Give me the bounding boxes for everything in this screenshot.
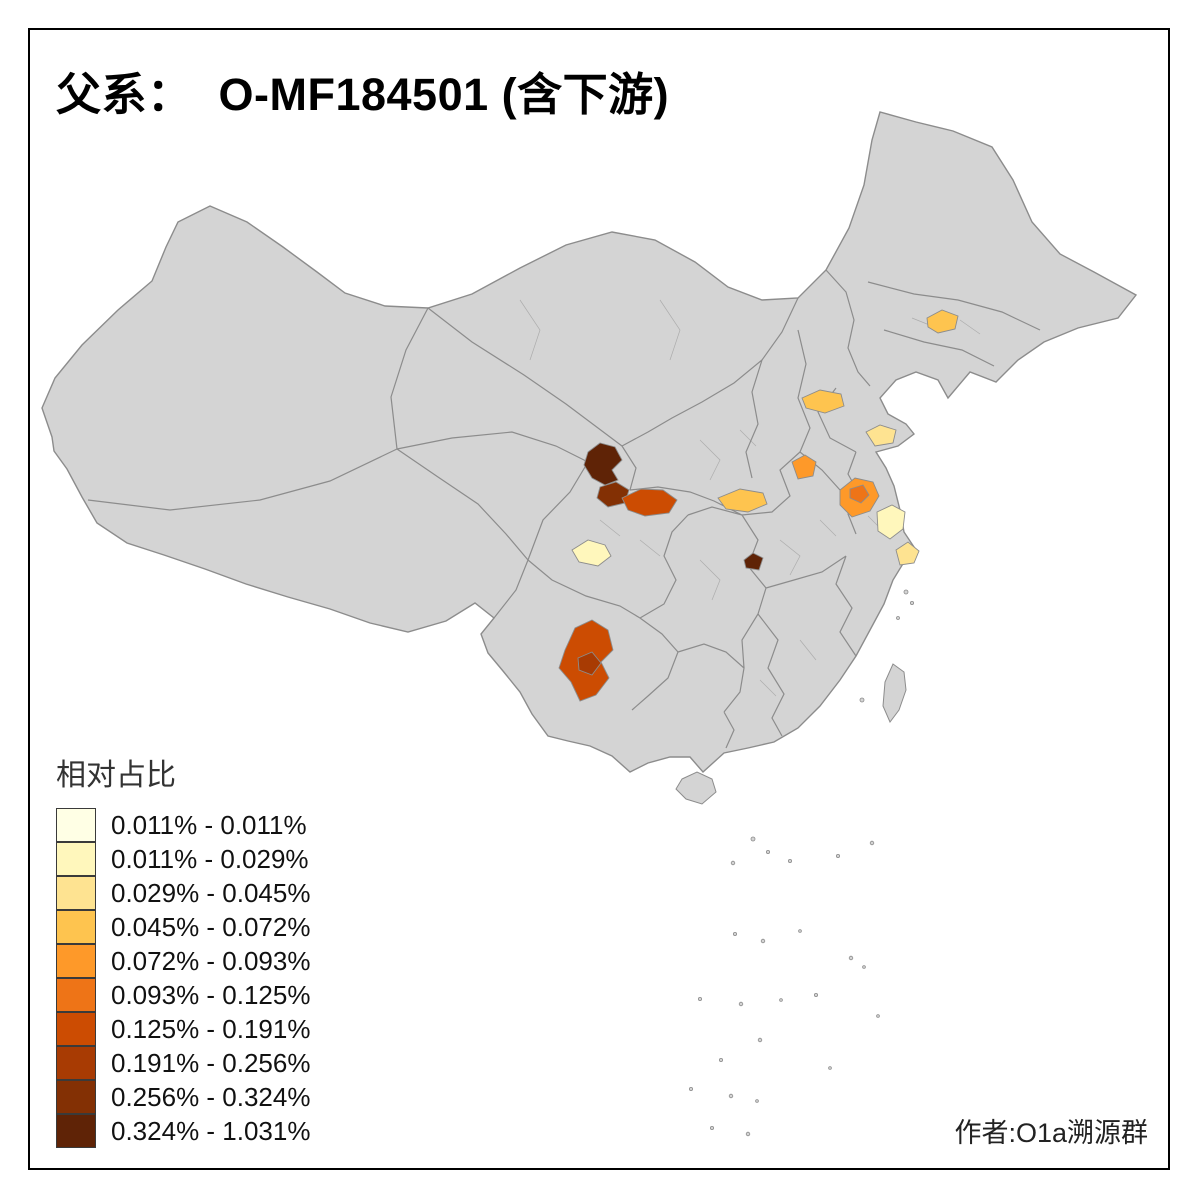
region-sichuan-pale: [571, 539, 612, 567]
mainland-outline: [41, 111, 1138, 773]
legend-rows: 0.011% - 0.011% 0.011% - 0.029% 0.029% -…: [56, 807, 311, 1148]
legend-label: 0.045% - 0.072%: [111, 911, 311, 942]
legend-label: 0.011% - 0.011%: [111, 809, 307, 840]
legend-color-swatch: [56, 841, 96, 876]
region-liaoning-patch: [926, 309, 959, 334]
legend-row: 0.191% - 0.256%: [56, 1045, 311, 1080]
region-henan-north: [791, 454, 817, 480]
legend-label: 0.324% - 1.031%: [111, 1115, 311, 1146]
region-shandong-peninsula: [865, 424, 897, 447]
attribution-text: 作者:O1a溯源群: [954, 1118, 1148, 1148]
legend-title: 相对占比: [56, 759, 176, 792]
legend-color-swatch: [56, 875, 96, 910]
region-shaanxi-south: [621, 488, 678, 517]
region-yunnan-inner: [577, 651, 602, 676]
region-shanghai-area: [895, 541, 920, 566]
legend-color-swatch: [56, 1045, 96, 1080]
legend-label: 0.125% - 0.191%: [111, 1013, 311, 1044]
legend-row: 0.011% - 0.011%: [56, 807, 310, 842]
legend-label: 0.256% - 0.324%: [111, 1081, 311, 1112]
legend-row: 0.324% - 1.031%: [56, 1113, 311, 1148]
region-anhui-center: [849, 484, 870, 504]
region-henan-west: [717, 488, 768, 513]
legend-color-swatch: [56, 1079, 96, 1114]
province-boundaries: [87, 269, 1041, 749]
legend: 相对占比 0.011% - 0.011% 0.011% - 0.029% 0.0…: [56, 750, 310, 1148]
legend-row: 0.011% - 0.029%: [56, 841, 310, 876]
legend-label: 0.011% - 0.029%: [111, 843, 309, 874]
south-china-sea-islets: [689, 589, 915, 1137]
prefecture-boundaries: [519, 299, 981, 697]
region-gansu-main: [583, 442, 623, 486]
taiwan-island: [882, 663, 907, 723]
legend-label: 0.072% - 0.093%: [111, 945, 311, 976]
page-title: 父系： O-MF184501 (含下游): [56, 69, 670, 120]
legend-label: 0.093% - 0.125%: [111, 979, 311, 1010]
legend-label: 0.191% - 0.256%: [111, 1047, 311, 1078]
region-jiangsu-pale: [876, 504, 906, 540]
legend-label: 0.029% - 0.045%: [111, 877, 311, 908]
choropleth-regions: [558, 309, 959, 702]
legend-color-swatch: [56, 943, 96, 978]
legend-row: 0.045% - 0.072%: [56, 909, 311, 944]
legend-row: 0.029% - 0.045%: [56, 875, 311, 910]
hainan-island: [675, 771, 717, 805]
legend-color-swatch: [56, 1113, 96, 1148]
legend-color-swatch: [56, 1011, 96, 1046]
legend-row: 0.256% - 0.324%: [56, 1079, 311, 1114]
region-shandong-west: [801, 389, 845, 414]
legend-color-swatch: [56, 807, 96, 842]
legend-row: 0.125% - 0.191%: [56, 1011, 311, 1046]
legend-color-swatch: [56, 909, 96, 944]
region-hubei-dark: [743, 552, 764, 571]
legend-row: 0.072% - 0.093%: [56, 943, 311, 978]
legend-color-swatch: [56, 977, 96, 1012]
legend-row: 0.093% - 0.125%: [56, 977, 311, 1012]
